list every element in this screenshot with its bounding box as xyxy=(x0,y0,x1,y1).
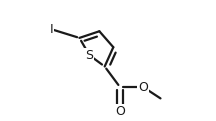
Text: I: I xyxy=(50,23,53,36)
Text: S: S xyxy=(85,49,93,62)
Text: O: O xyxy=(138,81,148,94)
Text: O: O xyxy=(115,105,125,117)
